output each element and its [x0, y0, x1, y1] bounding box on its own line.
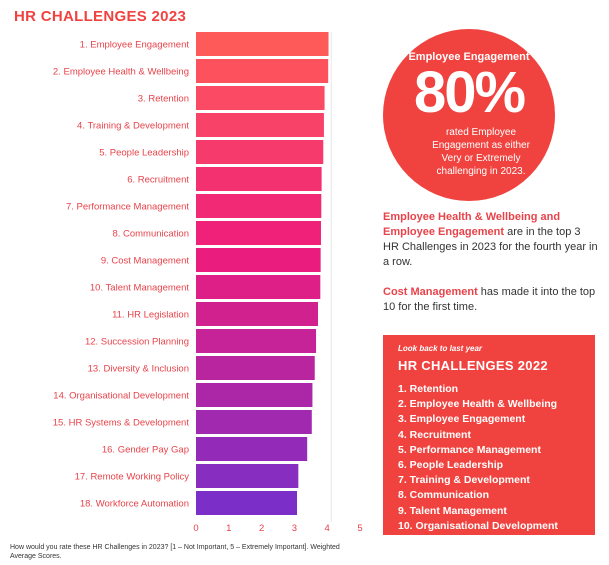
last-year-item: 5. Performance Management: [398, 443, 541, 456]
last-year-box: Look back to last year HR CHALLENGES 202…: [383, 335, 595, 535]
x-tick-label: 4: [325, 523, 330, 534]
last-year-item: 4. Recruitment: [398, 428, 471, 441]
chart-footnote: How would you rate these HR Challenges i…: [10, 544, 340, 560]
last-year-item: 6. People Leadership: [398, 459, 504, 472]
bar: [196, 356, 315, 380]
category-label: 15. HR Systems & Development: [53, 418, 190, 429]
bar: [196, 464, 299, 488]
category-label: 18. Workforce Automation: [80, 499, 189, 510]
category-label: 8. Communication: [112, 229, 189, 240]
category-label: 1. Employee Engagement: [80, 40, 190, 51]
insight-text-1: are in the top 3 HR Challenges in 2023 f…: [383, 226, 598, 268]
bar: [196, 410, 312, 434]
bar: [196, 32, 329, 56]
category-label: 3. Retention: [138, 94, 189, 105]
bar: [196, 59, 329, 83]
last-year-item: 9. Talent Management: [398, 504, 507, 517]
bar: [196, 437, 308, 461]
bar: [196, 491, 298, 515]
bar: [196, 167, 322, 191]
category-label: 13. Diversity & Inclusion: [88, 364, 189, 375]
insight-text-2: has made it into the top 10 for the firs…: [383, 286, 596, 313]
bar: [196, 302, 319, 326]
chart-title: HR CHALLENGES 2023: [14, 8, 187, 25]
category-label: 10. Talent Management: [90, 283, 189, 294]
highlight-text: rated Employee Engagement as either Very…: [432, 127, 530, 177]
x-tick-label: 3: [292, 523, 297, 534]
bar: [196, 329, 317, 353]
x-tick-label: 1: [226, 523, 231, 534]
category-label: 12. Succession Planning: [85, 337, 189, 348]
highlight-circle: Employee Engagement 80% rated Employee E…: [383, 29, 555, 201]
category-label: 4. Training & Development: [77, 121, 189, 132]
bar: [196, 113, 324, 137]
x-tick-label: 0: [193, 523, 198, 534]
x-tick-label: 2: [259, 523, 264, 534]
category-label: 6. Recruitment: [127, 175, 189, 186]
x-tick-label: 5: [357, 523, 362, 534]
category-label: 9. Cost Management: [101, 256, 190, 267]
insight-paragraph-2: Cost Management has made it into the top…: [383, 285, 598, 315]
category-label: 14. Organisational Development: [53, 391, 189, 402]
bar: [196, 248, 321, 272]
category-label: 2. Employee Health & Wellbeing: [53, 67, 189, 78]
last-year-list: 1. Retention 2. Employee Health & Wellbe…: [398, 382, 558, 534]
category-label: 16. Gender Pay Gap: [102, 445, 189, 456]
category-label: 7. Performance Management: [66, 202, 189, 213]
bar: [196, 140, 324, 164]
insight-highlight-1: Employee Health & Wellbeing and Employee…: [383, 211, 561, 238]
insight-paragraph-1: Employee Health & Wellbeing and Employee…: [383, 210, 598, 270]
bar: [196, 275, 321, 299]
highlight-title: Employee Engagement: [408, 51, 530, 63]
last-year-item: 3. Employee Engagement: [398, 413, 526, 426]
last-year-item: 10. Organisational Development: [398, 519, 558, 532]
insight-highlight-2: Cost Management: [383, 286, 478, 298]
category-label: 11. HR Legislation: [112, 310, 189, 321]
bar: [196, 86, 325, 110]
highlight-percentage: 80%: [413, 60, 526, 125]
last-year-item: 8. Communication: [398, 489, 490, 502]
last-year-subtitle: Look back to last year: [398, 344, 483, 353]
last-year-item: 7. Training & Development: [398, 474, 530, 487]
category-label: 17. Remote Working Policy: [75, 472, 190, 483]
last-year-title: HR CHALLENGES 2022: [398, 358, 548, 373]
last-year-item: 2. Employee Health & Wellbeing: [398, 398, 558, 411]
last-year-item: 1. Retention: [398, 383, 459, 395]
category-label: 5. People Leadership: [99, 148, 189, 159]
bar: [196, 383, 313, 407]
bar: [196, 221, 321, 245]
bar: [196, 194, 322, 218]
